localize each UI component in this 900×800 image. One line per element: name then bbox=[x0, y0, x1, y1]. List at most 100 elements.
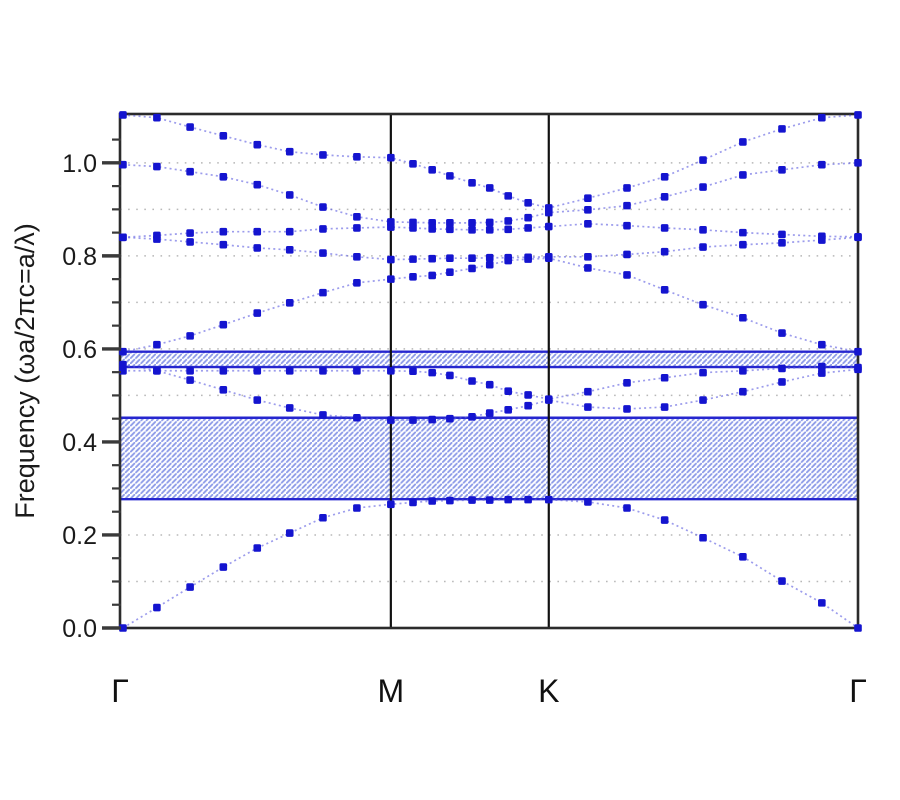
band-point bbox=[739, 240, 747, 249]
band-point bbox=[409, 416, 417, 424]
band-point bbox=[504, 192, 512, 200]
band-point bbox=[584, 387, 592, 396]
y-axis-title: Frequency (ωa/2πc=a/λ) bbox=[10, 223, 40, 519]
band-point bbox=[285, 299, 294, 307]
band-point bbox=[854, 159, 862, 167]
band-point bbox=[219, 240, 228, 249]
band-point bbox=[186, 376, 194, 384]
band-point bbox=[818, 160, 826, 169]
band-point bbox=[409, 255, 417, 263]
band-point bbox=[623, 271, 631, 279]
band-point bbox=[253, 244, 262, 252]
band-point bbox=[854, 347, 862, 356]
band-point bbox=[319, 249, 327, 257]
band-point bbox=[219, 227, 228, 236]
band-point bbox=[119, 233, 127, 242]
band-point bbox=[699, 226, 707, 234]
k-point-label: M bbox=[378, 673, 405, 709]
band-point bbox=[468, 219, 476, 227]
band-point bbox=[219, 172, 228, 181]
band-point bbox=[353, 279, 361, 287]
band-point bbox=[353, 413, 361, 422]
band-point bbox=[119, 111, 127, 119]
band-point bbox=[468, 179, 476, 187]
band-point bbox=[153, 162, 161, 171]
band-point bbox=[319, 203, 327, 211]
band-point bbox=[186, 332, 194, 340]
band-point bbox=[409, 498, 417, 507]
band-point bbox=[584, 264, 592, 272]
band-point bbox=[153, 366, 161, 375]
band-point bbox=[544, 495, 553, 504]
band-point bbox=[778, 577, 786, 585]
band-point bbox=[285, 246, 294, 254]
band-point bbox=[623, 201, 631, 210]
band-point bbox=[253, 544, 262, 552]
band-point bbox=[446, 254, 454, 262]
band-point bbox=[387, 275, 395, 283]
band-point bbox=[524, 224, 532, 232]
band-point bbox=[544, 204, 553, 212]
band-gap-hatch bbox=[120, 417, 858, 500]
band-point bbox=[504, 253, 512, 262]
band-point bbox=[699, 396, 707, 404]
band-point bbox=[485, 260, 494, 269]
band-point bbox=[353, 224, 361, 232]
band-curve bbox=[122, 161, 859, 224]
band-point bbox=[446, 371, 454, 380]
band-point bbox=[660, 224, 669, 232]
band-point bbox=[285, 147, 294, 156]
band-curve bbox=[122, 114, 859, 209]
band-point bbox=[428, 497, 436, 505]
band-curve bbox=[122, 498, 859, 629]
band-point bbox=[818, 362, 826, 371]
band-point bbox=[319, 225, 327, 233]
band-point bbox=[584, 253, 592, 261]
band-point bbox=[428, 415, 436, 424]
band-point bbox=[319, 513, 327, 522]
band-point bbox=[219, 132, 228, 140]
band-point bbox=[778, 166, 786, 174]
k-point-label: Γ bbox=[849, 673, 867, 709]
band-point bbox=[353, 253, 361, 261]
band-point bbox=[468, 377, 476, 385]
band-point bbox=[660, 247, 669, 256]
band-point bbox=[387, 153, 395, 162]
band-point bbox=[119, 347, 127, 356]
band-point bbox=[468, 226, 476, 234]
band-point bbox=[699, 156, 707, 164]
band-point bbox=[409, 273, 417, 281]
band-point bbox=[660, 286, 669, 294]
band-point bbox=[409, 218, 417, 227]
band-gap-hatch bbox=[120, 351, 858, 368]
band-point bbox=[468, 264, 476, 273]
band-point bbox=[584, 403, 592, 411]
band-point bbox=[428, 368, 436, 377]
band-point bbox=[428, 271, 436, 280]
band-point bbox=[319, 366, 327, 375]
band-point bbox=[778, 364, 786, 373]
band-point bbox=[504, 495, 512, 504]
band-point bbox=[153, 113, 161, 122]
band-point bbox=[584, 206, 592, 214]
band-point bbox=[524, 253, 532, 262]
band-point bbox=[119, 366, 127, 375]
band-point bbox=[778, 378, 786, 386]
band-point bbox=[353, 366, 361, 375]
band-point bbox=[219, 320, 228, 329]
band-point bbox=[778, 329, 786, 337]
band-point bbox=[739, 387, 747, 396]
band-point bbox=[253, 366, 262, 375]
band-point bbox=[186, 167, 194, 176]
band-point bbox=[353, 504, 361, 512]
band-point bbox=[504, 217, 512, 225]
band-point bbox=[253, 396, 262, 404]
band-point bbox=[468, 413, 476, 421]
band-point bbox=[285, 404, 294, 412]
band-point bbox=[623, 405, 631, 413]
band-point bbox=[387, 218, 395, 226]
band-point bbox=[428, 219, 436, 227]
band-point bbox=[739, 553, 747, 561]
